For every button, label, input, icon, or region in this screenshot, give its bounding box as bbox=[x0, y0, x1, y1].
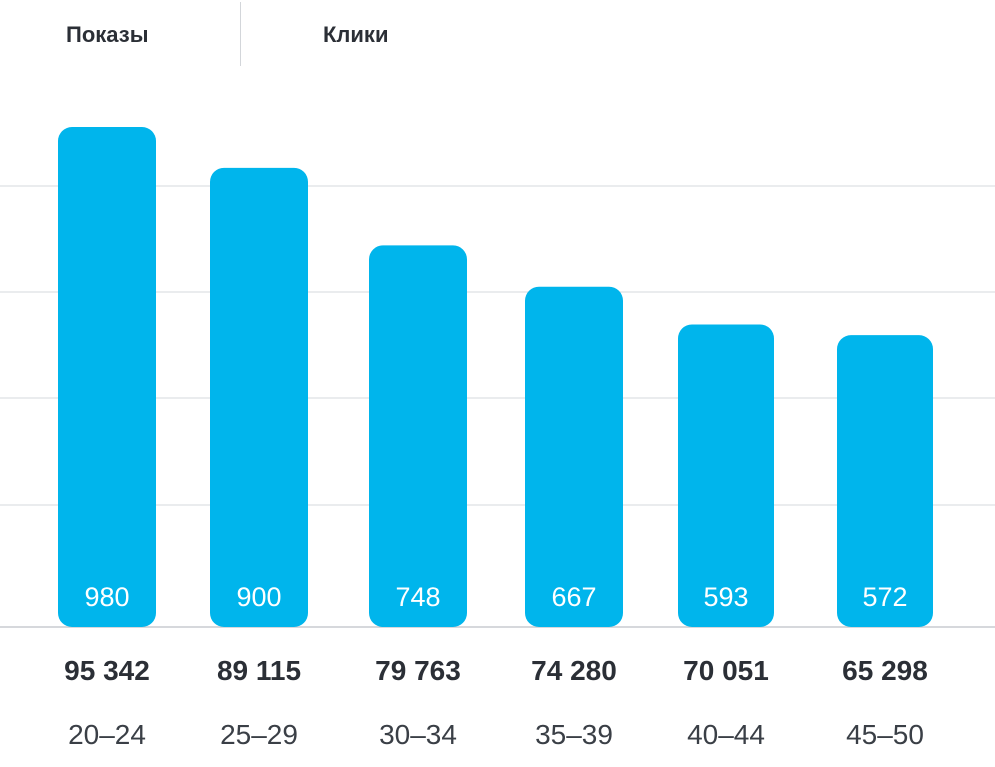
x-tick-label: 45–50 bbox=[846, 719, 924, 750]
total-label: 65 298 bbox=[842, 655, 928, 686]
total-label: 70 051 bbox=[683, 655, 769, 686]
bar bbox=[210, 167, 308, 627]
bar bbox=[837, 335, 933, 627]
x-tick-label: 20–24 bbox=[68, 719, 146, 750]
bar-value-label: 748 bbox=[395, 582, 440, 612]
x-tick-label: 30–34 bbox=[379, 719, 457, 750]
tab-clicks[interactable]: Клики bbox=[323, 22, 389, 47]
total-label: 79 763 bbox=[375, 655, 461, 686]
x-tick-label: 25–29 bbox=[220, 719, 298, 750]
x-tick-label: 40–44 bbox=[687, 719, 765, 750]
bar-value-label: 667 bbox=[551, 582, 596, 612]
tab-impressions[interactable]: Показы bbox=[66, 22, 149, 47]
bar bbox=[58, 127, 156, 627]
bar-value-label: 572 bbox=[862, 582, 907, 612]
total-label: 95 342 bbox=[64, 655, 150, 686]
total-label: 74 280 bbox=[531, 655, 617, 686]
bar-value-label: 593 bbox=[703, 582, 748, 612]
metric-tabs: Показы Клики bbox=[0, 0, 995, 68]
bar-value-label: 900 bbox=[236, 582, 281, 612]
bar bbox=[369, 245, 467, 627]
bar bbox=[678, 324, 774, 627]
x-tick-label: 35–39 bbox=[535, 719, 613, 750]
tab-divider bbox=[240, 2, 241, 66]
total-label: 89 115 bbox=[217, 655, 301, 686]
bar-value-label: 980 bbox=[84, 582, 129, 612]
bar bbox=[525, 286, 623, 627]
